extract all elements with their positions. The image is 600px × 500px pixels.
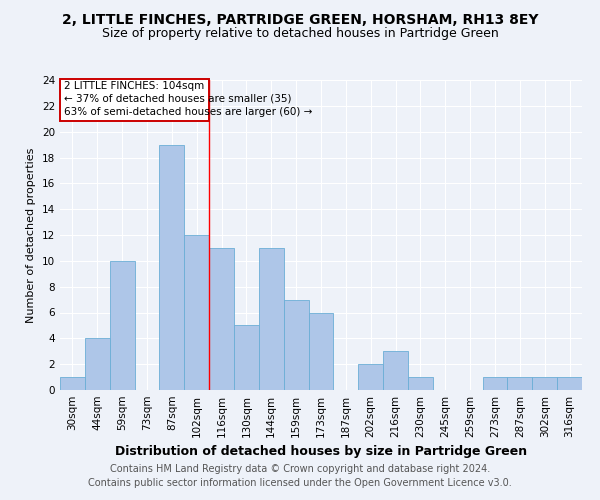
- Bar: [60, 377, 85, 390]
- Text: 2 LITTLE FINCHES: 104sqm: 2 LITTLE FINCHES: 104sqm: [64, 80, 204, 90]
- Text: 2, LITTLE FINCHES, PARTRIDGE GREEN, HORSHAM, RH13 8EY: 2, LITTLE FINCHES, PARTRIDGE GREEN, HORS…: [62, 12, 538, 26]
- Y-axis label: Number of detached properties: Number of detached properties: [26, 148, 37, 322]
- Bar: [358, 364, 383, 390]
- Bar: [259, 248, 284, 390]
- Bar: [234, 326, 259, 390]
- X-axis label: Distribution of detached houses by size in Partridge Green: Distribution of detached houses by size …: [115, 446, 527, 458]
- Bar: [508, 377, 532, 390]
- Bar: [383, 351, 408, 390]
- Bar: [532, 377, 557, 390]
- Bar: [408, 377, 433, 390]
- Bar: [184, 235, 209, 390]
- Bar: [209, 248, 234, 390]
- Bar: [482, 377, 508, 390]
- Bar: [557, 377, 582, 390]
- Bar: [308, 312, 334, 390]
- Bar: [110, 261, 134, 390]
- Bar: [284, 300, 308, 390]
- Text: 63% of semi-detached houses are larger (60) →: 63% of semi-detached houses are larger (…: [64, 108, 312, 118]
- Text: ← 37% of detached houses are smaller (35): ← 37% of detached houses are smaller (35…: [64, 94, 291, 104]
- Bar: [60, 78, 209, 122]
- Bar: [85, 338, 110, 390]
- Bar: [160, 144, 184, 390]
- Text: Size of property relative to detached houses in Partridge Green: Size of property relative to detached ho…: [101, 28, 499, 40]
- Text: Contains HM Land Registry data © Crown copyright and database right 2024.
Contai: Contains HM Land Registry data © Crown c…: [88, 464, 512, 487]
